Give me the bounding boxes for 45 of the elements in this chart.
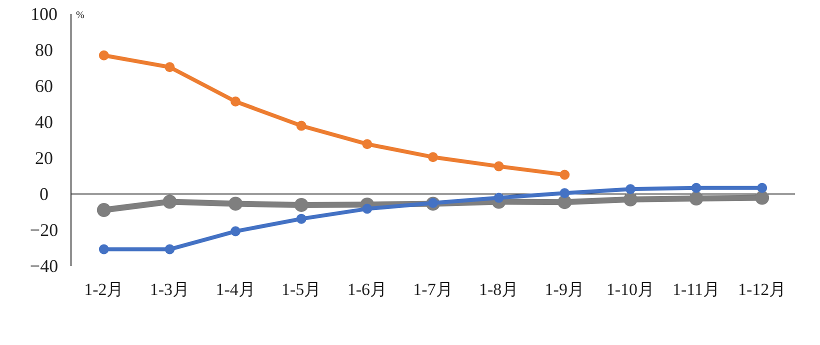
x-tick-label: 1-11月 bbox=[672, 280, 720, 299]
x-tick-label: 1-8月 bbox=[478, 280, 519, 299]
point bbox=[164, 62, 175, 72]
x-tick-label: 1-5月 bbox=[282, 280, 322, 299]
y-tick-label: 0 bbox=[40, 184, 48, 204]
x-tick-label: 1-12月 bbox=[738, 280, 786, 299]
point bbox=[625, 184, 636, 194]
point bbox=[230, 96, 241, 106]
y-tick-label: 60 bbox=[35, 76, 53, 96]
point bbox=[296, 214, 306, 224]
y-tick-label: −20 bbox=[30, 220, 58, 240]
point bbox=[494, 192, 504, 203]
y-tick-label: 40 bbox=[35, 112, 53, 132]
point bbox=[230, 226, 241, 236]
point bbox=[164, 244, 175, 254]
y-tick-label: −40 bbox=[30, 256, 58, 276]
y-tick-label: 80 bbox=[35, 40, 53, 60]
y-tick-label: 100 bbox=[30, 4, 58, 24]
point bbox=[494, 161, 504, 172]
point bbox=[296, 120, 306, 131]
point bbox=[623, 192, 638, 206]
point bbox=[162, 194, 177, 209]
x-tick-label: 1-6月 bbox=[347, 280, 388, 299]
point bbox=[560, 188, 570, 198]
point bbox=[362, 139, 372, 150]
point bbox=[689, 192, 704, 206]
x-tick-label: 1-9月 bbox=[544, 280, 584, 299]
point bbox=[757, 182, 768, 193]
point bbox=[691, 182, 702, 193]
point bbox=[560, 170, 570, 180]
point bbox=[294, 198, 308, 212]
x-tick-label: 1-10月 bbox=[606, 280, 655, 299]
x-tick-label: 1-7月 bbox=[413, 280, 453, 299]
x-tick-label: 1-3月 bbox=[150, 280, 190, 299]
point bbox=[228, 196, 243, 211]
point bbox=[98, 244, 109, 254]
y-tick-label: 20 bbox=[35, 148, 53, 168]
point bbox=[428, 152, 438, 162]
point bbox=[98, 50, 109, 60]
point bbox=[96, 203, 111, 218]
x-tick-label: 1-4月 bbox=[216, 280, 256, 299]
point bbox=[362, 204, 372, 214]
x-tick-label: 1-2月 bbox=[84, 280, 124, 299]
y-axis-title: % bbox=[76, 10, 84, 21]
point bbox=[755, 190, 770, 205]
